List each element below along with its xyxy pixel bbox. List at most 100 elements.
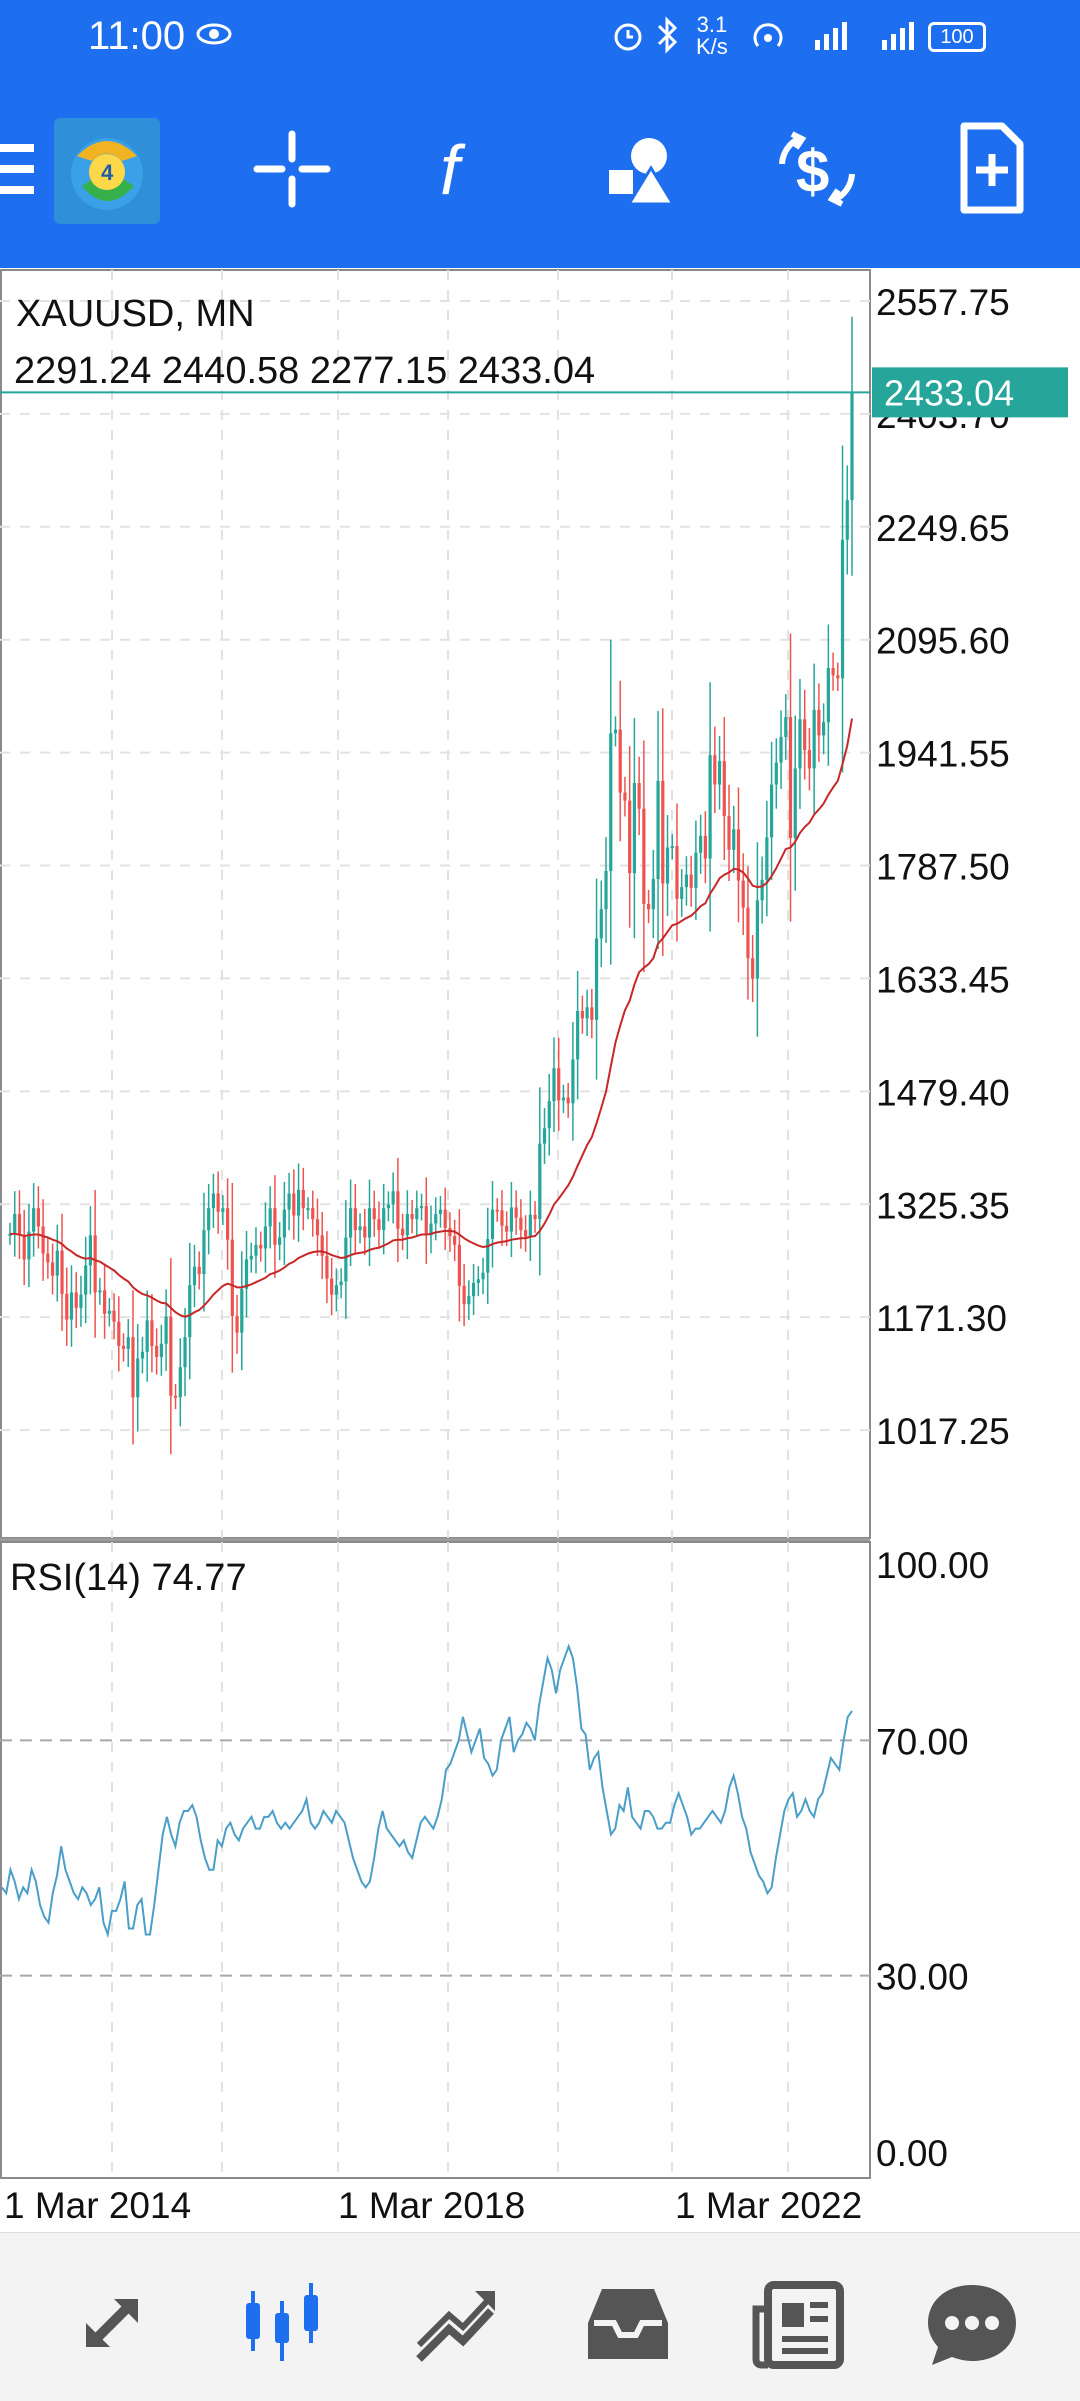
candle-body <box>807 750 812 769</box>
candle-body <box>486 1238 490 1273</box>
candle-body <box>32 1208 36 1232</box>
candle-body <box>225 1208 230 1240</box>
candle-body <box>755 900 759 979</box>
candle-body <box>211 1193 216 1209</box>
candle-body <box>670 846 674 849</box>
new-order-icon[interactable] <box>936 114 1046 224</box>
candle-body <box>169 1316 173 1396</box>
candle-body <box>363 1226 367 1238</box>
price-tick-label: 2095.60 <box>876 621 1010 662</box>
chart-canvas[interactable]: 2557.752403.702249.652095.601941.551787.… <box>0 268 1080 2230</box>
candle-body <box>585 1007 589 1019</box>
status-bar: 11:00 3.1 K/s 100 <box>0 0 1080 78</box>
candle-body <box>173 1395 178 1398</box>
history-icon[interactable] <box>578 2273 678 2373</box>
candle-body <box>580 1011 584 1019</box>
candle-body <box>60 1250 64 1294</box>
trade-nav-icon[interactable] <box>405 2273 505 2373</box>
news-icon[interactable] <box>750 2273 850 2373</box>
candle-body <box>793 768 797 839</box>
candle-body <box>594 938 599 1020</box>
candle-body <box>282 1209 286 1238</box>
menu-icon[interactable] <box>0 114 96 224</box>
candle-body <box>732 829 736 850</box>
candle-body <box>665 847 670 884</box>
candle-body <box>84 1265 88 1295</box>
candle-body <box>505 1225 509 1232</box>
candle-body <box>774 762 778 785</box>
candle-body <box>244 1259 249 1289</box>
candle-body <box>722 761 726 817</box>
candle-body <box>524 1230 528 1237</box>
candle-body <box>292 1193 296 1216</box>
objects-icon[interactable] <box>585 114 695 224</box>
candle-body <box>656 780 660 880</box>
candle-body <box>353 1208 357 1231</box>
rsi-tick-label: 70.00 <box>876 1721 969 1762</box>
candle-body <box>429 1223 433 1236</box>
candle-body <box>462 1285 466 1305</box>
candle-body <box>746 907 750 959</box>
candle-body <box>604 871 608 910</box>
candle-body <box>164 1316 168 1344</box>
symbol-label: XAUUSD, MN <box>16 293 255 335</box>
rsi-tick-label: 100.00 <box>876 1545 989 1586</box>
candle-body <box>121 1345 126 1349</box>
candle-body <box>609 733 613 872</box>
candle-body <box>642 808 646 904</box>
candle-body <box>840 539 845 679</box>
ma-line <box>10 718 853 1318</box>
candle-body <box>197 1266 201 1275</box>
candle-body <box>344 1237 348 1282</box>
candle-body <box>320 1235 324 1256</box>
bluetooth-icon <box>657 16 678 54</box>
candle-body <box>386 1204 391 1209</box>
chat-icon[interactable] <box>922 2273 1022 2373</box>
candle-body <box>453 1236 457 1245</box>
candle-body <box>519 1217 523 1231</box>
candle-body <box>334 1285 338 1295</box>
rsi-panel <box>0 1541 871 2179</box>
candle-body <box>803 719 807 751</box>
candle-body <box>27 1231 31 1260</box>
candle-body <box>613 729 618 734</box>
candle-body <box>850 392 854 501</box>
charts-icon[interactable] <box>232 2273 332 2373</box>
quotes-icon[interactable] <box>62 2273 162 2373</box>
candle-body <box>382 1208 386 1231</box>
price-tick-label: 1941.55 <box>876 734 1010 775</box>
candle-body <box>235 1315 239 1333</box>
candle-body <box>339 1281 343 1286</box>
indicators-icon[interactable]: f <box>410 114 520 224</box>
status-time: 11:00 <box>88 14 186 58</box>
svg-text:f: f <box>440 131 466 209</box>
candle-body <box>410 1214 414 1220</box>
candle-body <box>599 909 603 939</box>
trade-icon[interactable]: $ <box>762 114 872 224</box>
candle-body <box>637 783 641 809</box>
candle-body <box>140 1351 145 1359</box>
candle-body <box>112 1310 116 1322</box>
chart-area[interactable]: 2557.752403.702249.652095.601941.551787.… <box>0 268 1080 2230</box>
candle-body <box>547 1101 551 1129</box>
candle-body <box>103 1290 107 1314</box>
mt4-logo[interactable]: 4 <box>52 116 162 226</box>
candle-body <box>287 1193 291 1210</box>
candle-body <box>628 800 632 874</box>
candle-body <box>765 837 769 880</box>
candle-body <box>405 1214 409 1236</box>
price-tick-label: 1787.50 <box>876 847 1010 888</box>
candle-body <box>661 780 665 884</box>
price-grid <box>0 270 870 1538</box>
candle-body <box>55 1250 59 1276</box>
candle-body <box>424 1205 428 1236</box>
candle-body <box>822 722 826 736</box>
signal-icon-2 <box>882 22 914 50</box>
candle-body <box>396 1191 400 1229</box>
candle-body <box>69 1292 74 1320</box>
candle-body <box>311 1208 315 1220</box>
candle-body <box>509 1207 514 1232</box>
candle-body <box>528 1214 532 1237</box>
crosshair-icon[interactable] <box>237 114 347 224</box>
hotspot-icon <box>753 23 783 47</box>
